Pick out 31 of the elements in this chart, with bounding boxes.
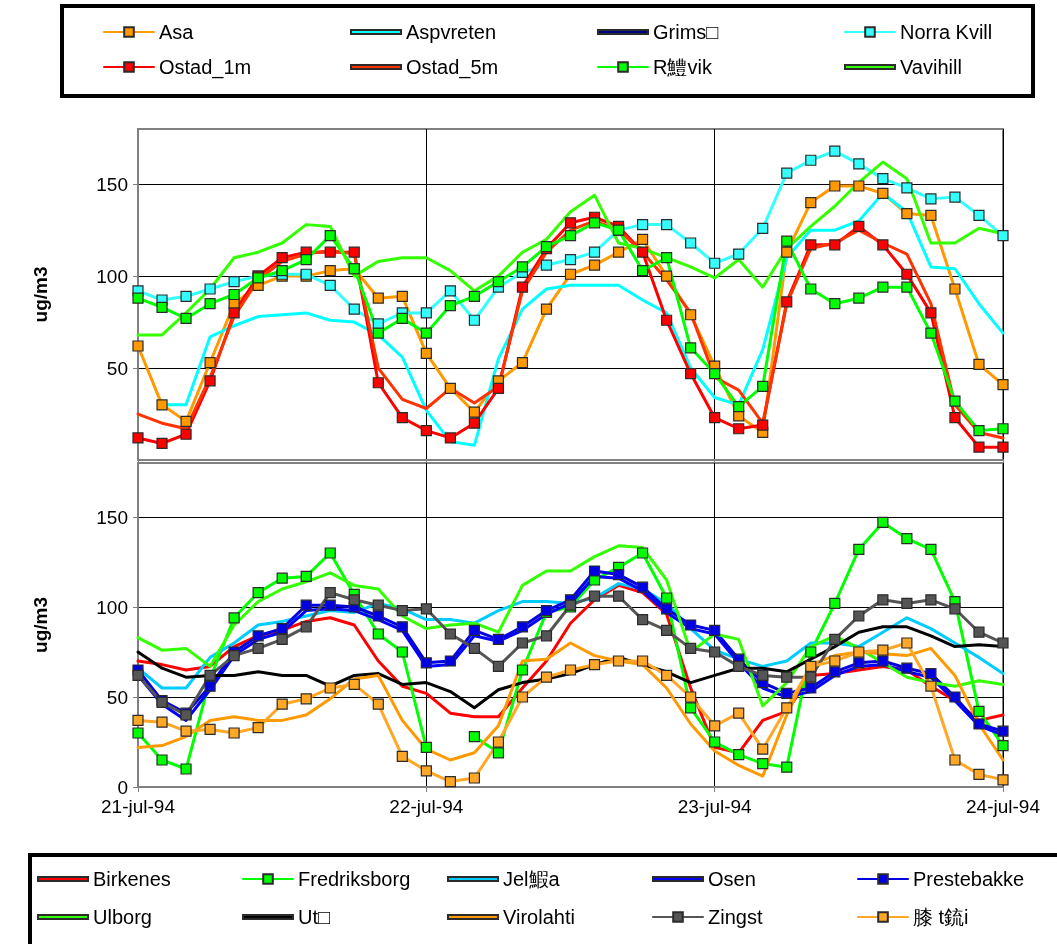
legend-label: Prestebakke bbox=[913, 868, 1025, 890]
legend-label: Fredriksborg bbox=[298, 868, 411, 890]
legend-label: Virolahti bbox=[503, 906, 575, 928]
y-tick-label: 50 bbox=[106, 686, 128, 708]
legend-label: R鱧vik bbox=[653, 56, 713, 78]
legend-label: Ut□ bbox=[298, 906, 331, 928]
x-tick-label: 23-jul-94 bbox=[677, 796, 753, 817]
legend-label: Vavihill bbox=[900, 56, 962, 78]
x-tick-label: 22-jul-94 bbox=[389, 796, 464, 817]
x-tick-label: 21-jul-94 bbox=[101, 796, 176, 817]
y-tick-label: 50 bbox=[106, 357, 128, 379]
legend-label: Zingst bbox=[708, 906, 763, 928]
legend-label: Jel鰕a bbox=[503, 868, 561, 890]
legend-label: Osen bbox=[708, 868, 756, 890]
y-tick-label: 150 bbox=[96, 173, 128, 195]
legend-label: Asa bbox=[159, 21, 195, 43]
y-tick-label: 150 bbox=[96, 506, 128, 528]
y-tick-label: 0 bbox=[117, 776, 128, 798]
legend-label: Ulborg bbox=[93, 906, 152, 928]
legend-label: Grims□ bbox=[653, 21, 719, 43]
legend-label: Ostad_1m bbox=[159, 56, 252, 79]
legend-label: Norra Kvill bbox=[900, 21, 993, 43]
x-tick-label: 24-jul-94 bbox=[966, 796, 1041, 817]
legend-label: Ostad_5m bbox=[406, 56, 499, 79]
y-axis-title: ug/m3 bbox=[30, 597, 51, 653]
legend-label: Aspvreten bbox=[406, 21, 497, 43]
y-tick-label: 100 bbox=[96, 596, 128, 618]
legend-label: 膝 t鋶i bbox=[913, 906, 969, 928]
y-axis-title: ug/m3 bbox=[30, 266, 51, 323]
legend-label: Birkenes bbox=[93, 868, 171, 890]
y-tick-label: 100 bbox=[96, 265, 128, 287]
